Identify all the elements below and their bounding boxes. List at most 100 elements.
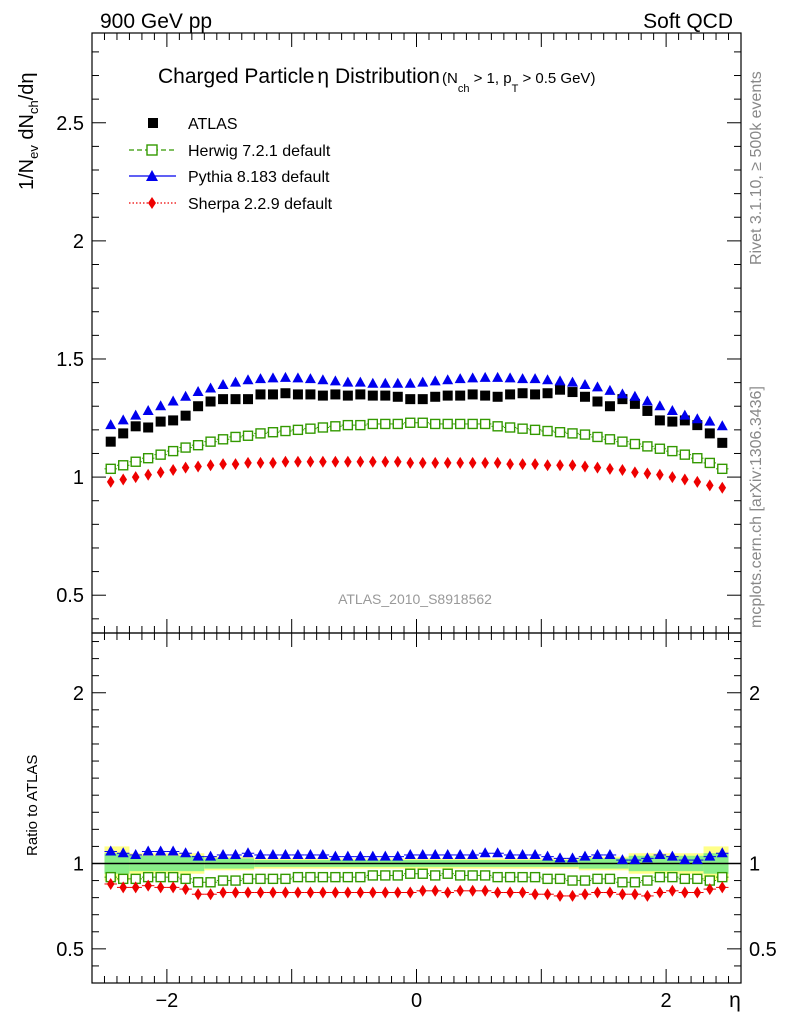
data-point bbox=[668, 471, 677, 484]
data-point bbox=[194, 460, 202, 473]
data-point bbox=[529, 424, 541, 436]
ratio-point bbox=[367, 870, 379, 881]
ratio-point bbox=[219, 886, 227, 899]
data-point bbox=[156, 466, 165, 479]
x-tick-label: −2 bbox=[155, 990, 178, 1012]
data-point bbox=[354, 376, 366, 387]
data-point bbox=[679, 415, 690, 426]
data-point bbox=[206, 459, 215, 472]
data-point bbox=[430, 418, 441, 430]
data-point bbox=[119, 473, 128, 486]
ratio-point bbox=[443, 886, 452, 899]
ratio-point bbox=[481, 884, 489, 897]
data-point bbox=[267, 427, 279, 438]
data-point bbox=[417, 376, 429, 387]
data-point bbox=[181, 461, 190, 474]
data-point bbox=[118, 428, 129, 439]
ratio-point bbox=[255, 873, 266, 885]
data-point bbox=[367, 377, 379, 388]
data-point bbox=[356, 455, 365, 468]
data-point bbox=[679, 449, 691, 460]
ratio-point bbox=[691, 854, 703, 865]
data-point bbox=[192, 440, 204, 451]
data-point bbox=[481, 456, 489, 469]
legend-label-sherpa: Sherpa 2.2.9 default bbox=[188, 196, 333, 213]
ratio-point bbox=[529, 871, 541, 883]
main-y-axis-label: 1/Nev dNch/dη bbox=[16, 72, 41, 190]
series-triangle bbox=[105, 371, 728, 431]
ratio-point bbox=[342, 850, 354, 861]
title-cut-end: > 0.5 GeV) bbox=[518, 70, 595, 87]
legend-item-herwig: Herwig 7.2.1 default bbox=[129, 143, 331, 160]
ratio-point bbox=[317, 848, 329, 859]
ylabel-c: /dη bbox=[16, 72, 38, 100]
data-point bbox=[242, 430, 254, 441]
data-point bbox=[218, 394, 229, 405]
ratio-point bbox=[167, 871, 179, 883]
legend-marker-atlas bbox=[148, 118, 158, 128]
data-point bbox=[629, 390, 641, 401]
data-point bbox=[579, 429, 591, 440]
data-point bbox=[554, 375, 566, 386]
ratio-point bbox=[369, 886, 377, 899]
ratio-point bbox=[656, 886, 664, 899]
legend-marker-pythia bbox=[146, 170, 158, 181]
ratio-point bbox=[517, 871, 528, 883]
data-point bbox=[467, 372, 479, 383]
data-point bbox=[405, 394, 416, 405]
ratio-point bbox=[217, 875, 229, 886]
ratio-point bbox=[344, 886, 352, 899]
data-point bbox=[168, 415, 179, 426]
ratio-point bbox=[355, 871, 366, 883]
y-tick-label-right: 2 bbox=[749, 683, 760, 705]
data-point bbox=[567, 376, 579, 387]
ratio-point bbox=[418, 884, 427, 897]
ratio-point bbox=[529, 848, 541, 859]
data-point bbox=[355, 389, 366, 400]
data-point bbox=[269, 456, 277, 469]
ratio-point bbox=[319, 886, 327, 899]
ratio-point bbox=[292, 848, 304, 859]
ratio-point bbox=[169, 881, 177, 894]
ratio-point bbox=[242, 847, 254, 858]
data-point bbox=[704, 457, 715, 469]
data-point bbox=[592, 431, 603, 443]
ratio-point bbox=[181, 883, 190, 896]
data-point bbox=[667, 416, 678, 427]
ratio-point bbox=[156, 881, 165, 894]
ratio-point bbox=[716, 847, 728, 858]
data-point bbox=[591, 381, 603, 392]
data-point bbox=[329, 375, 341, 386]
data-point bbox=[704, 428, 715, 439]
data-point bbox=[219, 458, 227, 471]
data-point bbox=[131, 471, 140, 484]
data-point bbox=[392, 377, 404, 388]
ratio-point bbox=[492, 847, 504, 858]
data-point bbox=[317, 422, 329, 433]
title-cut-ch: ch bbox=[458, 83, 470, 95]
data-point bbox=[118, 460, 129, 471]
ratio-point bbox=[606, 886, 614, 899]
ratio-panel: 0.5 0.5 1 1 2 2 −2 0 2 bbox=[56, 632, 777, 1012]
data-point bbox=[456, 456, 464, 469]
ratio-point bbox=[329, 850, 341, 861]
x-tick-label: 2 bbox=[661, 990, 672, 1012]
data-point bbox=[455, 390, 466, 401]
data-point bbox=[606, 462, 614, 475]
ratio-point bbox=[542, 873, 553, 885]
data-point bbox=[693, 475, 702, 488]
title-cut-T: T bbox=[512, 83, 519, 95]
data-point bbox=[230, 394, 241, 405]
data-point bbox=[667, 445, 678, 457]
title-cut-open: (N bbox=[442, 70, 458, 87]
ratio-point bbox=[230, 848, 242, 859]
data-point bbox=[418, 456, 427, 469]
ratio-point bbox=[618, 888, 627, 901]
ratio-point bbox=[405, 868, 416, 879]
ratio-point bbox=[242, 873, 254, 885]
data-point bbox=[704, 415, 716, 426]
ratio-point bbox=[194, 888, 202, 901]
data-point bbox=[593, 461, 602, 474]
data-point bbox=[654, 443, 666, 454]
ratio-point bbox=[604, 873, 616, 885]
